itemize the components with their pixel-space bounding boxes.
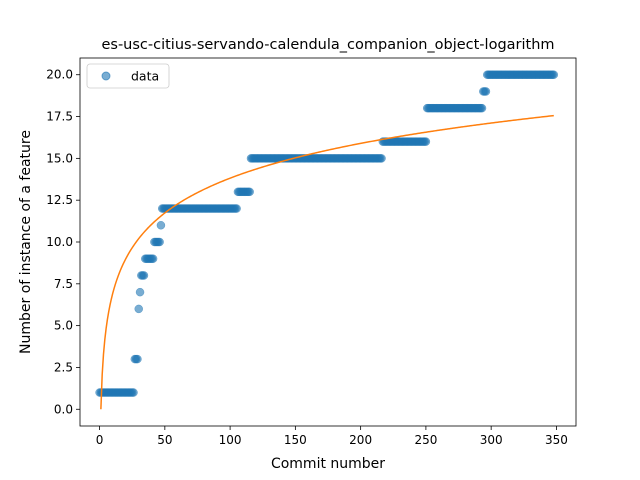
- y-tick-label: 7.5: [54, 277, 73, 291]
- legend-label-data: data: [131, 69, 159, 84]
- x-tick-label: 200: [349, 433, 372, 447]
- data-point: [129, 388, 138, 397]
- y-tick-label: 12.5: [46, 193, 73, 207]
- data-point: [421, 137, 431, 146]
- data-point: [245, 187, 254, 197]
- plot-area: 0 50 100 150 200 250 300 350 0.0 2.5 5.0 7.5 10.0 12.…: [46, 57, 577, 447]
- data-point: [477, 103, 487, 113]
- y-tick-label: 10.0: [46, 235, 73, 249]
- y-tick-label: 20.0: [46, 68, 73, 82]
- y-axis-label: Number of instance of a feature: [18, 130, 34, 354]
- data-point: [549, 70, 559, 79]
- data-point: [134, 304, 143, 314]
- y-tick-label: 5.0: [54, 319, 73, 333]
- y-tick-label: 15.0: [46, 151, 73, 165]
- data-point: [232, 204, 241, 213]
- x-tick-label: 0: [96, 433, 104, 447]
- legend-box: [86, 63, 170, 89]
- data-point: [148, 254, 158, 263]
- data-point: [133, 354, 142, 364]
- chart-title: es-usc-citius-servando-calendula_compani…: [101, 37, 554, 53]
- x-tick-label: 100: [219, 433, 242, 447]
- fit-line: [100, 114, 554, 410]
- x-tick-label: 350: [545, 433, 568, 447]
- data-point: [155, 237, 164, 247]
- data-point: [481, 87, 491, 96]
- data-point: [139, 271, 149, 280]
- data-point: [135, 287, 145, 297]
- y-tick-label: 0.0: [54, 402, 73, 416]
- legend-marker-data: [101, 71, 111, 81]
- y-tick-label: 2.5: [54, 360, 73, 374]
- x-tick-label: 250: [414, 433, 437, 447]
- x-axis-label: Commit number: [271, 456, 385, 472]
- y-tick-label: 17.5: [46, 110, 73, 124]
- x-tick-label: 50: [157, 433, 172, 447]
- x-tick-label: 150: [284, 433, 307, 447]
- x-tick-label: 300: [480, 433, 503, 447]
- data-point: [377, 154, 386, 163]
- data-point: [156, 221, 166, 230]
